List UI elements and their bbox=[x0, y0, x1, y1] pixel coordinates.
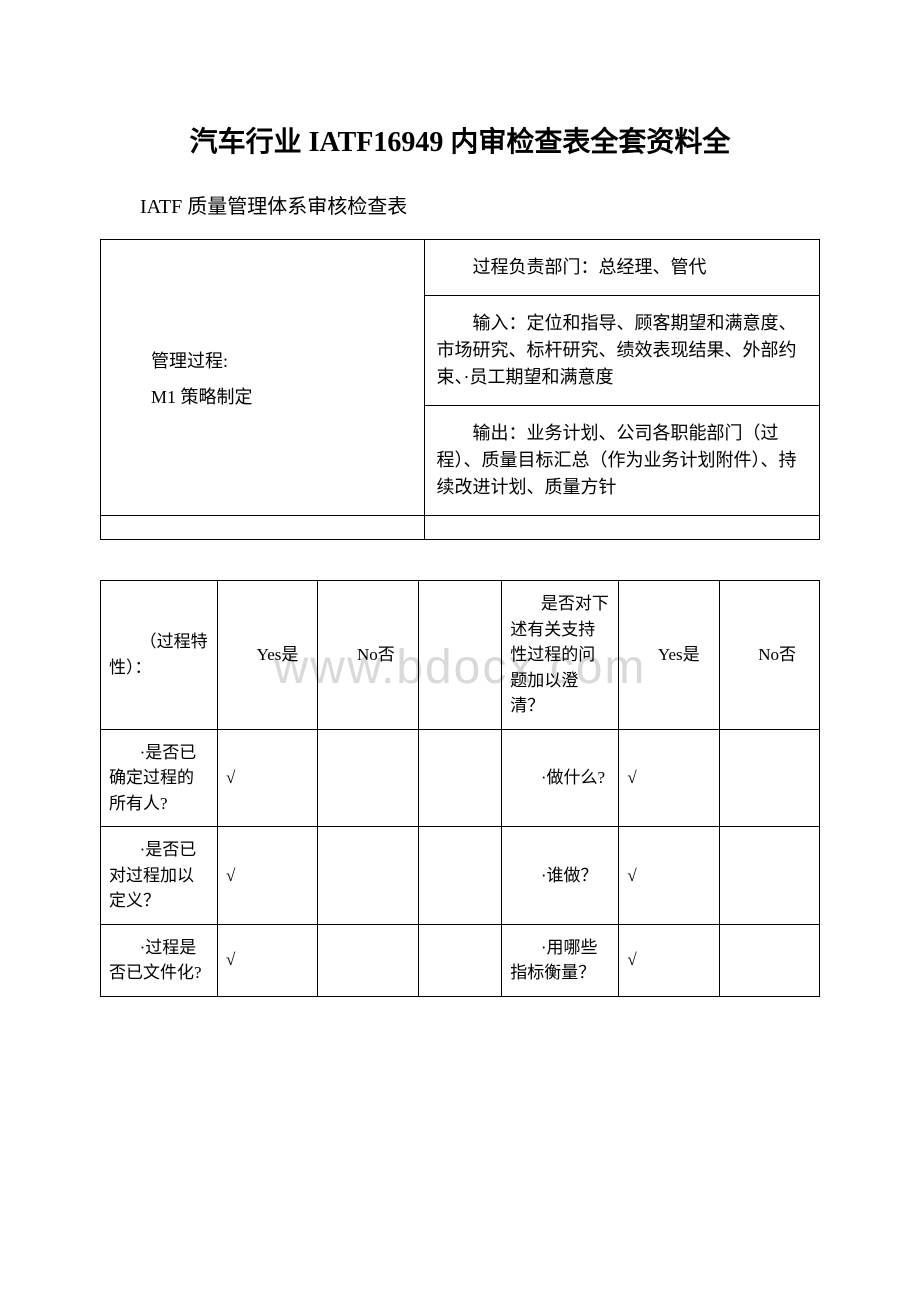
yes1-cell: √ bbox=[218, 729, 318, 827]
no1-cell bbox=[318, 729, 418, 827]
question1-cell: ·过程是否已文件化? bbox=[101, 924, 218, 996]
no1-cell bbox=[318, 827, 418, 925]
no2-cell bbox=[719, 729, 819, 827]
table-row: ·过程是否已文件化? √ ·用哪些指标衡量？ √ bbox=[101, 924, 820, 996]
table-row: ·是否已对过程加以定义？ √ ·谁做？ √ bbox=[101, 827, 820, 925]
yes2-cell: √ bbox=[619, 827, 719, 925]
process-code: M1 策略制定 bbox=[151, 383, 412, 409]
no1-cell bbox=[318, 924, 418, 996]
yes2-cell: √ bbox=[619, 729, 719, 827]
question1-cell: ·是否已对过程加以定义？ bbox=[101, 827, 218, 925]
process-output-text: 输出：业务计划、公司各职能部门（过程）、质量目标汇总（作为业务计划附件）、持续改… bbox=[437, 420, 807, 501]
header-col6: Yes是 bbox=[619, 581, 719, 730]
checklist-table: （过程特性）： Yes是 No否 是否对下述有关支持性过程的问题加以澄清？ Ye… bbox=[100, 580, 820, 997]
mid-cell bbox=[418, 924, 502, 996]
question1-cell: ·是否已确定过程的所有人? bbox=[101, 729, 218, 827]
process-label: 管理过程: bbox=[151, 347, 412, 373]
process-dept-cell: 过程负责部门：总经理、管代 bbox=[424, 240, 819, 296]
question2-cell: ·用哪些指标衡量？ bbox=[502, 924, 619, 996]
page-title: 汽车行业 IATF16949 内审检查表全套资料全 bbox=[100, 120, 820, 160]
no2-cell bbox=[719, 924, 819, 996]
no2-cell bbox=[719, 827, 819, 925]
header-col5: 是否对下述有关支持性过程的问题加以澄清？ bbox=[502, 581, 619, 730]
process-input-text: 输入：定位和指导、顾客期望和满意度、市场研究、标杆研究、绩效表现结果、外部约束、… bbox=[437, 310, 807, 391]
table-row: ·是否已确定过程的所有人? √ ·做什么? √ bbox=[101, 729, 820, 827]
yes1-cell: √ bbox=[218, 924, 318, 996]
question2-cell: ·做什么? bbox=[502, 729, 619, 827]
mid-cell bbox=[418, 729, 502, 827]
header-col4 bbox=[418, 581, 502, 730]
empty-cell bbox=[101, 516, 425, 540]
yes1-cell: √ bbox=[218, 827, 318, 925]
header-col7: No否 bbox=[719, 581, 819, 730]
page-subtitle: IATF 质量管理体系审核检查表 bbox=[100, 190, 820, 219]
process-info-table: 管理过程: M1 策略制定 过程负责部门：总经理、管代 输入：定位和指导、顾客期… bbox=[100, 239, 820, 540]
header-col2: Yes是 bbox=[218, 581, 318, 730]
process-input-cell: 输入：定位和指导、顾客期望和满意度、市场研究、标杆研究、绩效表现结果、外部约束、… bbox=[424, 296, 819, 406]
process-dept-text: 过程负责部门：总经理、管代 bbox=[437, 254, 807, 281]
mid-cell bbox=[418, 827, 502, 925]
header-col3: No否 bbox=[318, 581, 418, 730]
header-col1: （过程特性）： bbox=[101, 581, 218, 730]
yes2-cell: √ bbox=[619, 924, 719, 996]
process-output-cell: 输出：业务计划、公司各职能部门（过程）、质量目标汇总（作为业务计划附件）、持续改… bbox=[424, 406, 819, 516]
process-name-cell: 管理过程: M1 策略制定 bbox=[101, 240, 425, 516]
table-header-row: （过程特性）： Yes是 No否 是否对下述有关支持性过程的问题加以澄清？ Ye… bbox=[101, 581, 820, 730]
empty-cell bbox=[424, 516, 819, 540]
question2-cell: ·谁做？ bbox=[502, 827, 619, 925]
